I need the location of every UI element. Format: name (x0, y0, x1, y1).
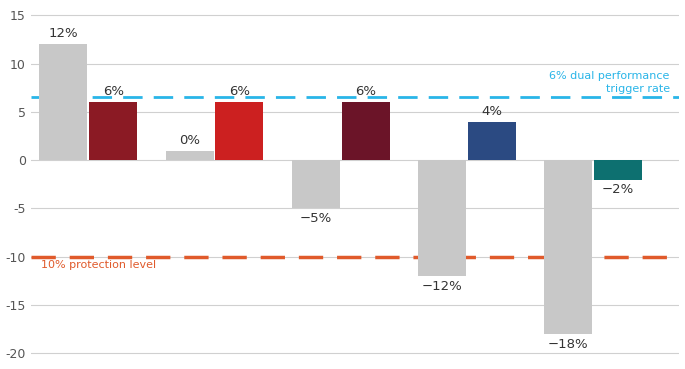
Bar (342, 102, 390, 160)
Text: 6% dual performance
trigger rate: 6% dual performance trigger rate (549, 71, 670, 94)
Text: −18%: −18% (548, 338, 588, 351)
Bar (418, 160, 466, 276)
Bar (468, 121, 516, 160)
Text: 12%: 12% (49, 27, 78, 40)
Text: 0%: 0% (179, 134, 200, 146)
Text: −5%: −5% (299, 213, 332, 225)
Bar (292, 160, 340, 208)
Text: 6%: 6% (103, 85, 124, 98)
Text: −2%: −2% (602, 183, 634, 196)
Text: 6%: 6% (229, 85, 250, 98)
Bar (166, 151, 214, 160)
Text: 10% protection level: 10% protection level (40, 260, 155, 270)
Bar (594, 160, 642, 179)
Text: 6%: 6% (355, 85, 376, 98)
Bar (216, 102, 264, 160)
Text: 4%: 4% (482, 105, 502, 118)
Text: −12%: −12% (421, 280, 462, 293)
Bar (544, 160, 592, 334)
Bar (40, 44, 88, 160)
Bar (89, 102, 137, 160)
